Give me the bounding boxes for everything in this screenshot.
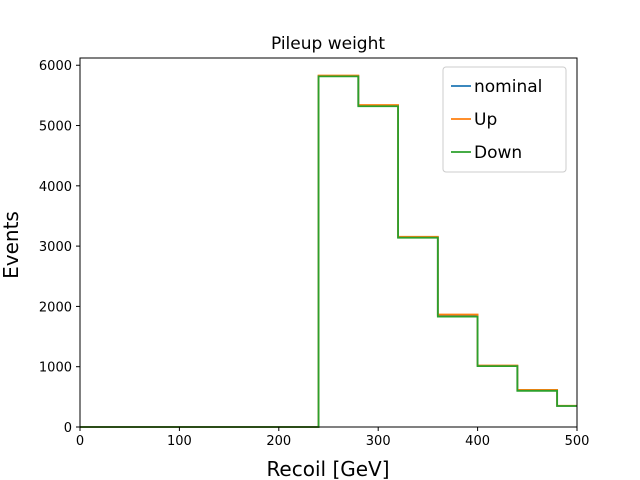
legend-label-nominal: nominal (474, 77, 542, 97)
axes (76, 57, 578, 431)
x-tick-label: 100 (167, 434, 192, 449)
chart-title: Pileup weight (271, 34, 385, 54)
tick-labels: 0 100 200 300 400 500010002000300040005000600… (39, 59, 590, 449)
x-tick-label: 500 (565, 434, 590, 449)
x-axis-label: Recoil [GeV] (266, 457, 389, 480)
legend: nominal Up Down (442, 66, 567, 173)
x-tick-label: 200 (266, 434, 291, 449)
x-tick-label: 0 (76, 434, 84, 449)
x-tick-label: 300 (366, 434, 391, 449)
legend-label-up: Up (474, 110, 497, 130)
legend-box (442, 66, 567, 173)
legend-label-down: Down (474, 143, 522, 163)
y-tick-label: 2000 (39, 300, 72, 315)
y-tick-label: 5000 (39, 120, 72, 135)
y-tick-label: 0 (64, 421, 72, 436)
x-tick-label: 400 (465, 434, 490, 449)
y-tick-label: 4000 (39, 180, 72, 195)
axes-frame (79, 57, 578, 428)
y-tick-label: 3000 (39, 240, 72, 255)
y-tick-label: 1000 (39, 361, 72, 376)
y-axis-label: Events (0, 211, 23, 279)
y-tick-label: 6000 (39, 59, 72, 74)
